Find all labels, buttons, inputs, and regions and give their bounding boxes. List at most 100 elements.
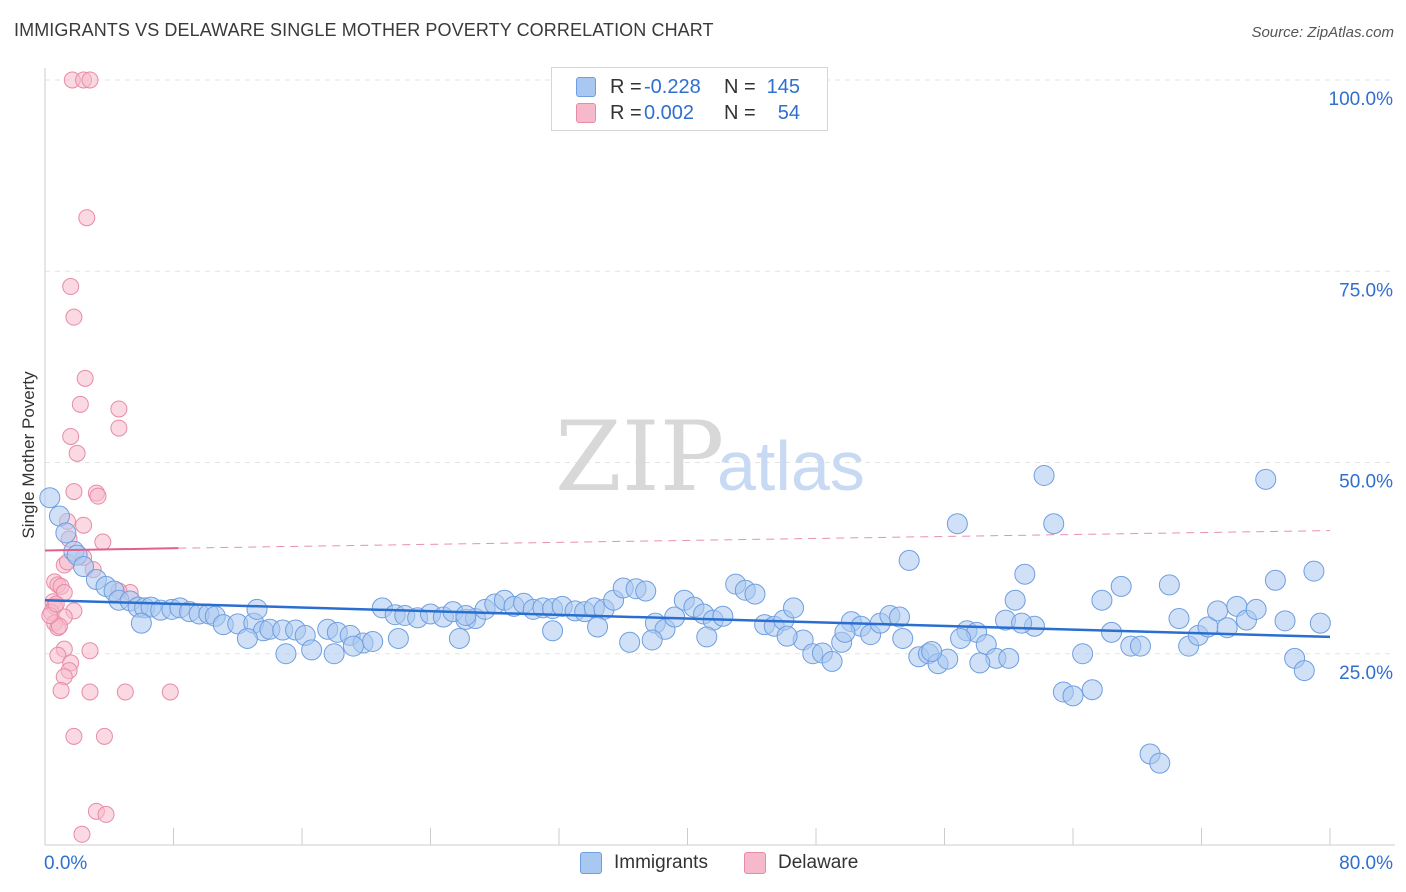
immigrants-trend-line (44, 598, 1331, 639)
delaware-point (75, 516, 93, 534)
immigrants-point (130, 612, 152, 634)
immigrants-point (55, 522, 77, 544)
immigrants-point (1033, 465, 1055, 487)
correlation-legend: R = -0.228 N = 145 R = 0.002 N = 54 (551, 67, 828, 131)
delaware-point (94, 533, 112, 551)
series-swatch-pink (744, 852, 766, 874)
immigrants-point (1158, 574, 1180, 596)
immigrants-point (1274, 610, 1296, 632)
legend-swatch-blue (576, 77, 596, 97)
immigrants-point (1309, 612, 1331, 634)
immigrants-point (619, 631, 641, 653)
legend-swatch-pink (576, 103, 596, 123)
immigrants-point (387, 627, 409, 649)
legend-r-label: R = (610, 101, 642, 124)
legend-n-label: N = (724, 101, 756, 124)
y-tick-label: 25.0% (1339, 663, 1393, 684)
grid-lines (45, 79, 1395, 655)
legend-r-value: 0.002 (644, 101, 695, 124)
immigrants-point (950, 627, 972, 649)
immigrants-point (1264, 569, 1286, 591)
chart-title: IMMIGRANTS VS DELAWARE SINGLE MOTHER POV… (14, 20, 714, 40)
immigrants-point (1245, 598, 1267, 620)
immigrants-point (236, 627, 258, 649)
immigrants-point (587, 616, 609, 638)
series-legend-immigrants[interactable]: Immigrants (580, 852, 708, 874)
immigrants-point (1072, 643, 1094, 665)
immigrants-point (362, 631, 384, 653)
y-axis-title: Single Mother Poverty (19, 371, 38, 539)
delaware-point (65, 308, 83, 326)
delaware-point (161, 683, 179, 701)
immigrants-point (776, 625, 798, 647)
axes (44, 68, 1395, 846)
series-label-delaware: Delaware (778, 852, 859, 873)
immigrants-point (635, 580, 657, 602)
legend-n-value: 145 (766, 75, 800, 98)
delaware-point (52, 681, 70, 699)
delaware-point (76, 369, 94, 387)
delaware-point (49, 646, 67, 664)
x-tick-label-max: 80.0% (1339, 853, 1393, 874)
immigrants-point (889, 606, 911, 628)
immigrants-point (1091, 589, 1113, 611)
series-swatch-blue (580, 852, 602, 874)
immigrants-point (998, 647, 1020, 669)
immigrants-point (712, 605, 734, 627)
immigrants-point (696, 626, 718, 648)
immigrants-point (323, 643, 345, 665)
legend-n-value: 54 (777, 101, 800, 124)
series-legend: Immigrants Delaware (0, 852, 1406, 876)
immigrants-point (1129, 635, 1151, 657)
watermark-zip: ZIP (555, 401, 724, 513)
delaware-points (41, 71, 179, 843)
immigrants-point (1101, 621, 1123, 643)
legend-n-label: N = (724, 75, 756, 98)
y-tick-label: 100.0% (1329, 89, 1394, 110)
immigrants-point (1014, 563, 1036, 585)
delaware-point (97, 805, 115, 823)
legend-row-immigrants: R = -0.228 N = 145 (576, 75, 800, 99)
immigrants-point (1110, 575, 1132, 597)
immigrants-point (1004, 589, 1026, 611)
immigrants-points (39, 465, 1331, 774)
series-label-immigrants: Immigrants (614, 852, 708, 873)
y-tick-label: 50.0% (1339, 472, 1393, 493)
immigrants-point (1293, 660, 1315, 682)
immigrants-point (1168, 608, 1190, 630)
immigrants-point (898, 549, 920, 571)
immigrants-point (1081, 679, 1103, 701)
axis-labels: 25.0% 50.0% 75.0% 100.0% 0.0% 80.0% Single Mot… (19, 89, 1393, 874)
delaware-point (68, 444, 86, 462)
immigrants-point (969, 652, 991, 674)
delaware-point (78, 209, 96, 227)
immigrants-point (542, 620, 564, 642)
delaware-point (62, 278, 80, 296)
series-legend-delaware[interactable]: Delaware (744, 852, 858, 874)
immigrants-point (1043, 513, 1065, 535)
immigrants-point (73, 556, 95, 578)
legend-r-label: R = (610, 75, 642, 98)
delaware-point (50, 617, 68, 635)
delaware-point (81, 642, 99, 660)
immigrants-point (821, 650, 843, 672)
immigrants-point (246, 598, 268, 620)
immigrants-point (892, 627, 914, 649)
immigrants-point (342, 635, 364, 657)
immigrants-point (834, 621, 856, 643)
delaware-point (95, 727, 113, 745)
immigrants-point (744, 583, 766, 605)
delaware-point (89, 487, 107, 505)
immigrants-point (301, 639, 323, 661)
immigrants-point (641, 629, 663, 651)
immigrants-point (39, 487, 61, 509)
immigrants-point (1062, 685, 1084, 707)
immigrants-point (1149, 752, 1171, 774)
immigrants-point (921, 640, 943, 662)
immigrants-point (455, 605, 477, 626)
legend-row-delaware: R = 0.002 N = 54 (576, 101, 800, 125)
delaware-point (81, 683, 99, 701)
delaware-point (65, 483, 83, 501)
immigrants-point (275, 643, 297, 665)
